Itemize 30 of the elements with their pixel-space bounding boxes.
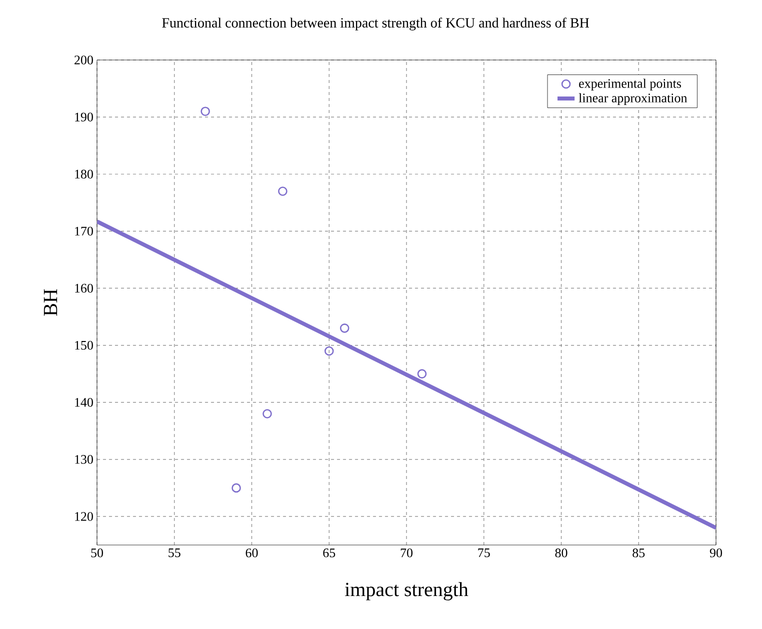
y-tick-label: 150 [75,340,93,350]
x-tick-label: 70 [400,548,413,558]
chart-title: Functional connection between impact strength of KCU and hardness of BH [162,18,590,30]
x-tick-label: 85 [632,548,645,558]
point [340,324,350,333]
y-tick-label: 130 [75,455,93,464]
y-tick-label: 200 [74,56,93,64]
x-tick-label: 55 [168,548,180,558]
x-tick-label: 65 [323,548,336,558]
y-tick-label: 120 [75,512,93,521]
y-axis-title: BH [44,289,58,316]
legend-label: experimental points [579,78,682,91]
point [417,369,427,378]
y-tick-label: 140 [75,398,93,407]
y-tick-label: 170 [75,226,93,236]
x-tick-label: 80 [555,548,568,558]
point [232,483,241,493]
point [200,106,210,116]
y-tick-label: 180 [75,170,93,178]
legend-label: linear approximation [578,93,688,106]
point [278,186,288,196]
x-tick-label: 50 [91,548,104,558]
x-axis-title: impact strength [345,582,468,600]
x-tick-label: 60 [246,548,258,558]
x-tick-label: 75 [478,548,490,558]
x-tick-label: 90 [710,548,722,558]
y-tick-label: 160 [75,284,93,293]
y-tick-label: 190 [75,112,93,122]
point [324,346,334,356]
point [262,409,272,418]
